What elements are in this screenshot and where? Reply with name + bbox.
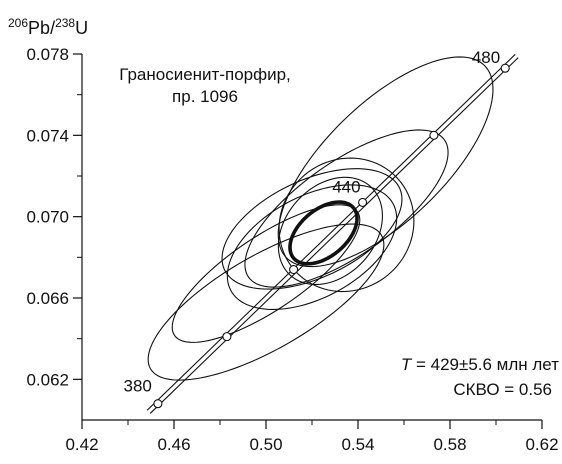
age-result: T = 429±5.6 млн лет (401, 355, 559, 374)
concordia-age-point (500, 63, 510, 73)
concordia-age-label: 380 (124, 377, 152, 396)
concordia-age-point (358, 197, 368, 207)
x-tick-label: 0.62 (525, 435, 558, 454)
y-axis-label: 206Pb/238U (8, 16, 88, 38)
concordia-age-point (222, 332, 232, 342)
age-symbol: T (401, 355, 413, 374)
x-tick-label: 0.54 (341, 435, 374, 454)
y-tick-label: 0.074 (26, 126, 69, 145)
sample-number: пр. 1096 (172, 87, 238, 106)
x-tick-label: 0.50 (249, 435, 282, 454)
y-tick-label: 0.078 (26, 45, 69, 64)
error-ellipse (147, 223, 385, 381)
y-label-iso1: 206 (8, 16, 28, 30)
y-label-sep: / (50, 18, 55, 38)
concordia-age-label: 440 (332, 177, 360, 196)
age-value: = 429±5.6 млн лет (411, 355, 559, 374)
y-tick-label: 0.070 (26, 208, 69, 227)
error-ellipse (277, 176, 383, 286)
error-ellipse (244, 129, 449, 288)
x-tick-label: 0.46 (157, 435, 190, 454)
y-label-el1: Pb (28, 18, 50, 38)
mswd-result: СКВО = 0.56 (453, 380, 552, 399)
concordia-age-point (429, 130, 439, 140)
concordia-age-point (153, 399, 163, 409)
y-tick-label: 0.066 (26, 289, 69, 308)
concordia-age-label: 480 (472, 48, 500, 67)
y-label-el2: U (75, 18, 88, 38)
concordia-age-point (289, 264, 299, 275)
y-label-iso2: 238 (55, 16, 75, 30)
concordia-curve (146, 54, 516, 411)
x-tick-label: 0.58 (433, 435, 466, 454)
mean-age-ellipse (288, 200, 359, 266)
x-tick-label: 0.42 (65, 435, 98, 454)
concordia-curve (149, 57, 519, 414)
error-ellipse (171, 204, 361, 343)
error-ellipse (226, 184, 398, 310)
sample-title: Граносиенит-порфир, (119, 65, 291, 84)
y-tick-label: 0.062 (26, 370, 69, 389)
